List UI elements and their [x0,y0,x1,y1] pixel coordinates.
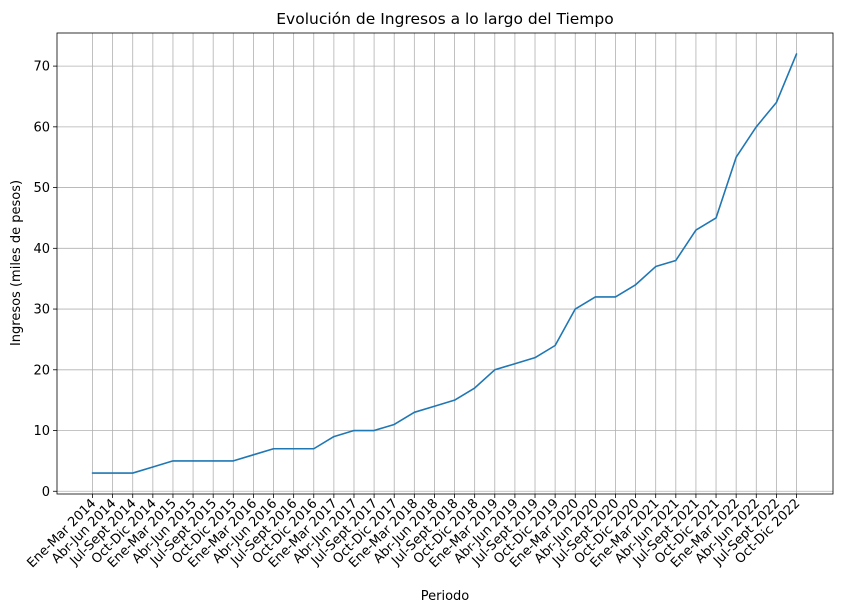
y-tick-label: 70 [33,60,50,75]
y-tick-label: 30 [33,303,50,318]
chart-title: Evolución de Ingresos a lo largo del Tie… [276,10,613,28]
y-tick-label: 10 [33,424,50,439]
plot-frame [56,32,834,495]
y-tick-label: 40 [33,242,50,257]
y-tick-label: 20 [33,363,50,378]
y-tick-label: 0 [42,485,50,500]
x-axis-label: Periodo [421,589,470,604]
grid-lines [57,33,833,494]
y-axis-label: Ingresos (miles de pesos) [9,180,24,346]
y-tick-label: 60 [33,120,50,135]
series-layer [91,53,798,474]
series-line [91,53,798,474]
y-tick-label: 50 [33,181,50,196]
